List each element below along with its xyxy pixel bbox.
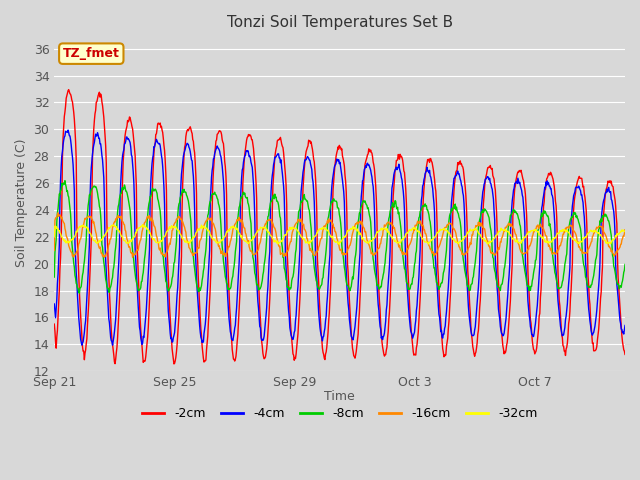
-16cm — [51, 247, 58, 253]
-8cm — [528, 283, 536, 289]
-8cm — [621, 262, 629, 267]
Text: TZ_fmet: TZ_fmet — [63, 47, 120, 60]
Y-axis label: Soil Temperature (C): Soil Temperature (C) — [15, 139, 28, 267]
-32cm — [335, 241, 343, 247]
-32cm — [251, 233, 259, 239]
-16cm — [252, 251, 259, 257]
-16cm — [389, 223, 397, 228]
-4cm — [317, 332, 325, 338]
-8cm — [317, 283, 325, 288]
-8cm — [412, 259, 419, 264]
-2cm — [173, 342, 181, 348]
-8cm — [389, 203, 397, 208]
Line: -4cm: -4cm — [54, 130, 625, 345]
-8cm — [51, 274, 58, 280]
-8cm — [61, 178, 68, 183]
X-axis label: Time: Time — [324, 390, 355, 403]
-32cm — [139, 222, 147, 228]
-2cm — [412, 352, 419, 358]
-32cm — [317, 226, 324, 232]
-4cm — [173, 292, 181, 298]
-16cm — [528, 238, 536, 244]
Line: -32cm: -32cm — [54, 225, 625, 244]
-2cm — [389, 193, 397, 199]
Line: -8cm: -8cm — [54, 180, 625, 293]
Line: -16cm: -16cm — [54, 213, 625, 257]
-32cm — [173, 226, 180, 231]
-4cm — [109, 342, 116, 348]
-2cm — [621, 351, 629, 357]
-16cm — [412, 222, 419, 228]
-4cm — [389, 178, 397, 183]
-16cm — [317, 236, 325, 241]
-16cm — [54, 210, 62, 216]
-32cm — [51, 234, 58, 240]
-4cm — [412, 323, 419, 328]
Title: Tonzi Soil Temperatures Set B: Tonzi Soil Temperatures Set B — [227, 15, 452, 30]
-16cm — [173, 217, 181, 223]
-2cm — [252, 169, 259, 175]
-4cm — [64, 127, 72, 133]
Legend: -2cm, -4cm, -8cm, -16cm, -32cm: -2cm, -4cm, -8cm, -16cm, -32cm — [137, 402, 543, 425]
-4cm — [621, 323, 629, 328]
-2cm — [170, 361, 178, 367]
-8cm — [252, 272, 259, 278]
Line: -2cm: -2cm — [54, 90, 625, 364]
-8cm — [173, 221, 181, 227]
-32cm — [412, 225, 419, 231]
-16cm — [100, 254, 108, 260]
-32cm — [621, 228, 629, 234]
-2cm — [51, 321, 58, 327]
-4cm — [51, 301, 58, 307]
-32cm — [389, 236, 397, 242]
-8cm — [76, 290, 83, 296]
-16cm — [621, 227, 629, 233]
-32cm — [528, 228, 536, 234]
-2cm — [317, 330, 325, 336]
-2cm — [65, 87, 72, 93]
-4cm — [252, 252, 259, 258]
-4cm — [528, 332, 536, 337]
-2cm — [528, 329, 536, 335]
